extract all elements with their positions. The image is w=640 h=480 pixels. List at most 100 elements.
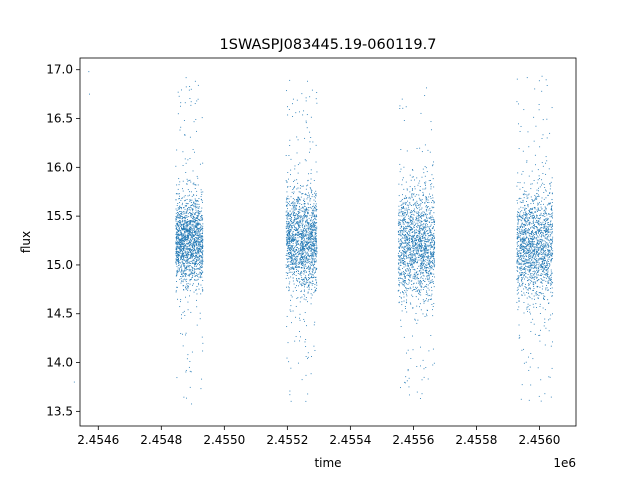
data-point <box>419 306 420 308</box>
data-point <box>184 245 186 247</box>
data-point <box>404 263 406 265</box>
data-point <box>199 248 201 250</box>
data-point <box>403 258 405 260</box>
data-point <box>546 217 548 219</box>
data-point <box>309 198 311 200</box>
data-point <box>403 198 405 200</box>
data-point <box>302 258 304 260</box>
data-point <box>188 241 190 243</box>
data-point <box>292 243 294 245</box>
data-point <box>417 225 419 227</box>
data-point <box>415 247 417 249</box>
data-point <box>303 238 305 240</box>
data-point <box>402 223 404 225</box>
data-point <box>309 247 311 249</box>
data-point <box>190 245 192 247</box>
data-point <box>193 194 195 196</box>
data-point <box>419 284 421 286</box>
data-point <box>408 244 410 246</box>
data-point <box>404 276 406 277</box>
data-point <box>177 259 178 260</box>
data-point <box>309 241 311 242</box>
data-point <box>414 235 415 236</box>
data-point <box>432 197 434 199</box>
data-point <box>196 256 198 258</box>
data-point <box>202 218 204 220</box>
data-point <box>410 229 412 230</box>
data-point <box>179 205 181 207</box>
data-point <box>188 265 189 267</box>
data-point <box>288 204 290 206</box>
data-point <box>190 273 192 275</box>
data-point <box>419 238 421 239</box>
data-point <box>408 215 409 217</box>
data-point <box>296 279 298 281</box>
data-point <box>195 243 197 244</box>
data-point <box>310 233 312 235</box>
data-point <box>195 252 196 254</box>
data-point <box>303 267 305 269</box>
data-point <box>425 286 427 288</box>
data-point <box>415 290 417 292</box>
data-point <box>410 265 412 266</box>
data-point <box>311 244 312 246</box>
data-point <box>314 192 315 194</box>
data-point <box>301 270 302 272</box>
data-point <box>533 237 535 239</box>
data-point <box>417 215 419 217</box>
data-point <box>312 243 314 244</box>
data-point <box>546 262 548 264</box>
data-point <box>288 247 290 249</box>
data-point <box>405 308 406 309</box>
data-point <box>177 234 179 236</box>
data-point <box>412 234 414 236</box>
data-point <box>400 230 402 232</box>
data-point <box>176 256 178 258</box>
data-point <box>417 242 419 244</box>
data-point <box>295 249 297 251</box>
data-point <box>402 207 404 209</box>
data-point <box>198 240 199 242</box>
data-point <box>426 283 428 285</box>
data-point <box>400 242 402 244</box>
data-point <box>288 178 289 180</box>
data-point <box>302 114 304 116</box>
data-point <box>316 287 317 289</box>
data-point <box>409 248 411 250</box>
data-point <box>413 263 415 265</box>
data-point <box>175 241 177 243</box>
data-point <box>314 215 316 217</box>
data-point <box>187 257 188 259</box>
data-point <box>419 291 421 293</box>
data-point <box>296 249 298 250</box>
data-point <box>192 233 194 235</box>
data-point <box>310 293 312 295</box>
data-point <box>307 358 308 360</box>
data-point <box>182 240 184 242</box>
data-point <box>189 136 191 138</box>
data-point <box>176 252 177 254</box>
data-point <box>406 380 408 382</box>
data-point <box>196 130 197 132</box>
data-point <box>422 257 423 259</box>
data-point <box>186 257 187 259</box>
data-point <box>421 212 423 214</box>
data-point <box>190 239 191 241</box>
data-point <box>177 269 179 271</box>
data-point <box>193 232 195 233</box>
data-point <box>185 226 187 228</box>
data-point <box>187 289 189 291</box>
data-point <box>304 284 306 286</box>
data-point <box>313 228 315 230</box>
data-point <box>407 288 409 289</box>
data-point <box>313 264 314 266</box>
data-point <box>179 230 181 232</box>
data-point <box>178 211 180 213</box>
data-point <box>310 169 312 171</box>
data-point <box>285 180 287 182</box>
data-point <box>419 292 421 294</box>
data-point <box>308 287 310 289</box>
data-point <box>403 251 405 253</box>
data-point <box>177 267 179 269</box>
data-point <box>416 262 418 264</box>
